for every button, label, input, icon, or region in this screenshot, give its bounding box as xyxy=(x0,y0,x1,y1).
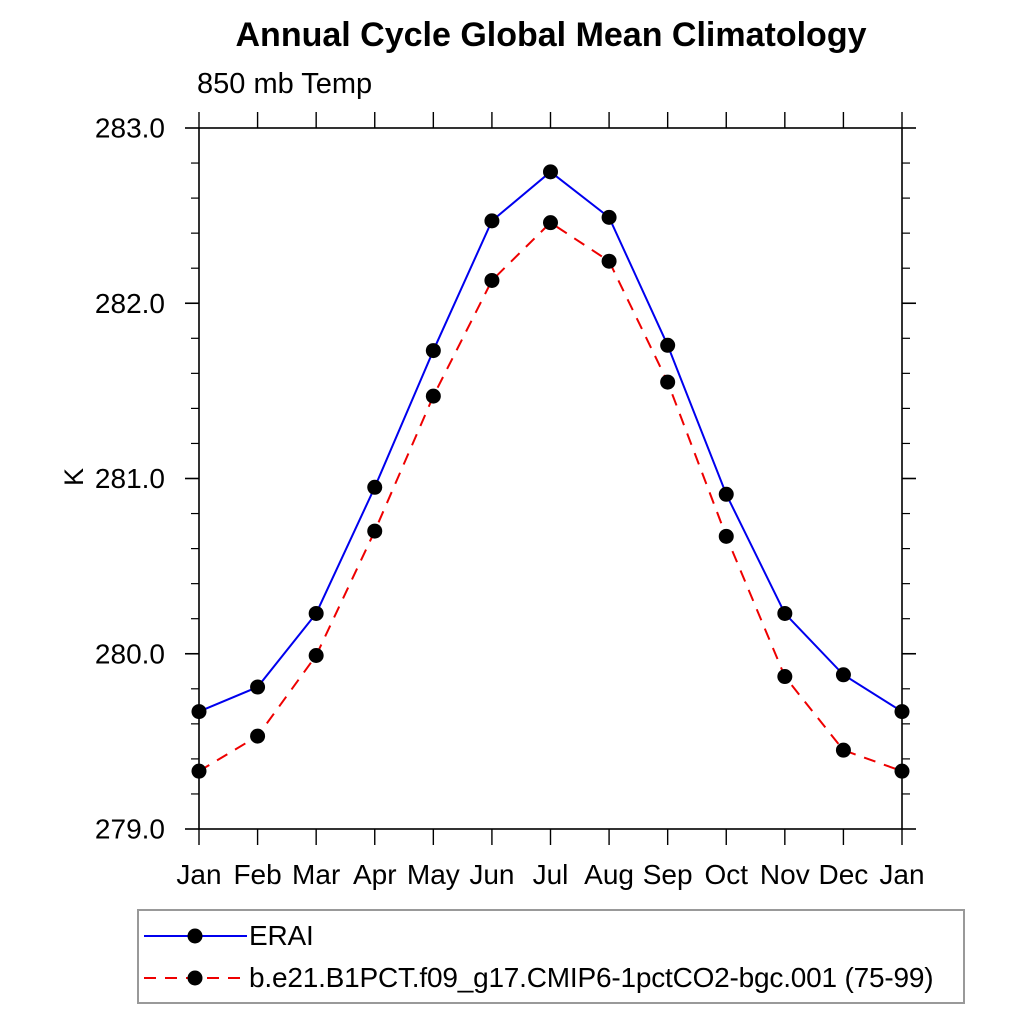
x-tick-label: Jan xyxy=(176,859,221,890)
data-point-marker xyxy=(894,763,910,779)
data-point-marker xyxy=(601,209,617,225)
y-axis-label: K xyxy=(59,468,89,487)
data-point-marker xyxy=(601,253,617,269)
legend-line-sample-solid xyxy=(144,928,247,944)
data-point-marker xyxy=(425,388,441,404)
data-point-marker xyxy=(250,679,266,695)
x-tick-label: Aug xyxy=(584,859,634,890)
data-point-marker xyxy=(835,667,851,683)
data-point-marker xyxy=(543,164,558,180)
x-tick-label: Oct xyxy=(704,859,748,890)
plot-frame xyxy=(198,127,903,830)
data-point-marker xyxy=(777,605,793,621)
data-point-marker xyxy=(543,215,558,231)
data-point-marker xyxy=(484,213,500,229)
chart-title: Annual Cycle Global Mean Climatology xyxy=(235,16,867,54)
legend: ERAI b.e21.B1PCT.f09_g17.CMIP6-1pctCO2-b… xyxy=(137,909,965,1004)
x-tick-label: Mar xyxy=(292,859,340,890)
y-tick-label: 279.0 xyxy=(95,814,165,845)
x-tick-label: Nov xyxy=(760,859,810,890)
data-point-marker xyxy=(835,742,851,758)
legend-label: ERAI xyxy=(249,920,314,951)
data-point-marker xyxy=(425,343,441,359)
legend-item: ERAI xyxy=(143,920,314,951)
legend-sample-marker xyxy=(187,928,203,944)
data-point-marker xyxy=(191,704,207,720)
series-line xyxy=(198,221,903,773)
series-line xyxy=(198,170,903,713)
legend-sample-marker xyxy=(187,970,203,986)
data-point-marker xyxy=(367,523,383,539)
data-point-marker xyxy=(308,648,324,664)
x-tick-label: Sep xyxy=(643,859,693,890)
legend-line-sample-dashed xyxy=(144,970,247,986)
y-tick-label: 282.0 xyxy=(95,288,165,319)
data-point-marker xyxy=(367,479,383,495)
legend-item: b.e21.B1PCT.f09_g17.CMIP6-1pctCO2-bgc.00… xyxy=(143,962,934,993)
y-tick-label: 283.0 xyxy=(95,113,165,144)
x-tick-label: Feb xyxy=(233,859,281,890)
data-point-marker xyxy=(777,669,793,685)
data-point-marker xyxy=(718,486,734,502)
data-point-marker xyxy=(718,528,734,544)
legend-label: b.e21.B1PCT.f09_g17.CMIP6-1pctCO2-bgc.00… xyxy=(249,962,934,993)
data-point-marker xyxy=(308,605,324,621)
chart-subtitle: 850 mb Temp xyxy=(197,68,373,100)
x-tick-label: Jul xyxy=(533,859,569,890)
data-point-marker xyxy=(894,704,910,720)
x-tick-label: Jun xyxy=(469,859,514,890)
y-tick-label: 280.0 xyxy=(95,638,165,669)
x-tick-label: Dec xyxy=(819,859,869,890)
data-point-marker xyxy=(191,763,207,779)
data-point-marker xyxy=(484,272,500,288)
data-point-marker xyxy=(660,337,676,353)
y-tick-label: 281.0 xyxy=(95,463,165,494)
data-point-marker xyxy=(660,374,676,390)
data-point-marker xyxy=(250,728,266,744)
x-tick-label: May xyxy=(407,859,460,890)
x-tick-label: Jan xyxy=(879,859,924,890)
x-tick-label: Apr xyxy=(353,859,397,890)
